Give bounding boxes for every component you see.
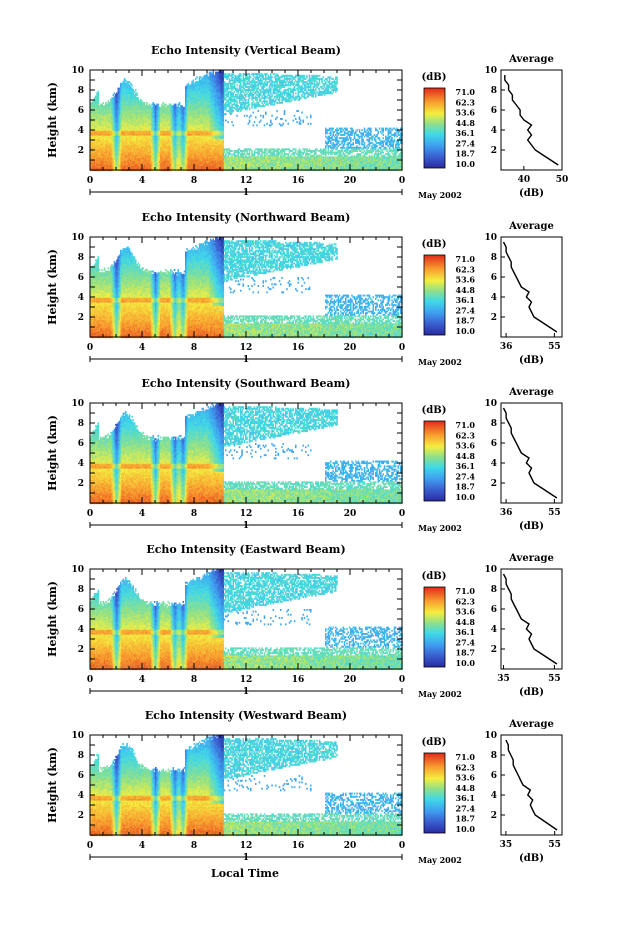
echo-intensity-figure: Echo Intensity (Vertical Beam)246810Heig… bbox=[0, 0, 619, 929]
heatmap-cells bbox=[90, 70, 403, 171]
heatmap-cell bbox=[103, 102, 105, 104]
panel-title: Echo Intensity (Vertical Beam) bbox=[151, 44, 341, 57]
panel-0: Echo Intensity (Vertical Beam)246810Heig… bbox=[46, 44, 568, 200]
